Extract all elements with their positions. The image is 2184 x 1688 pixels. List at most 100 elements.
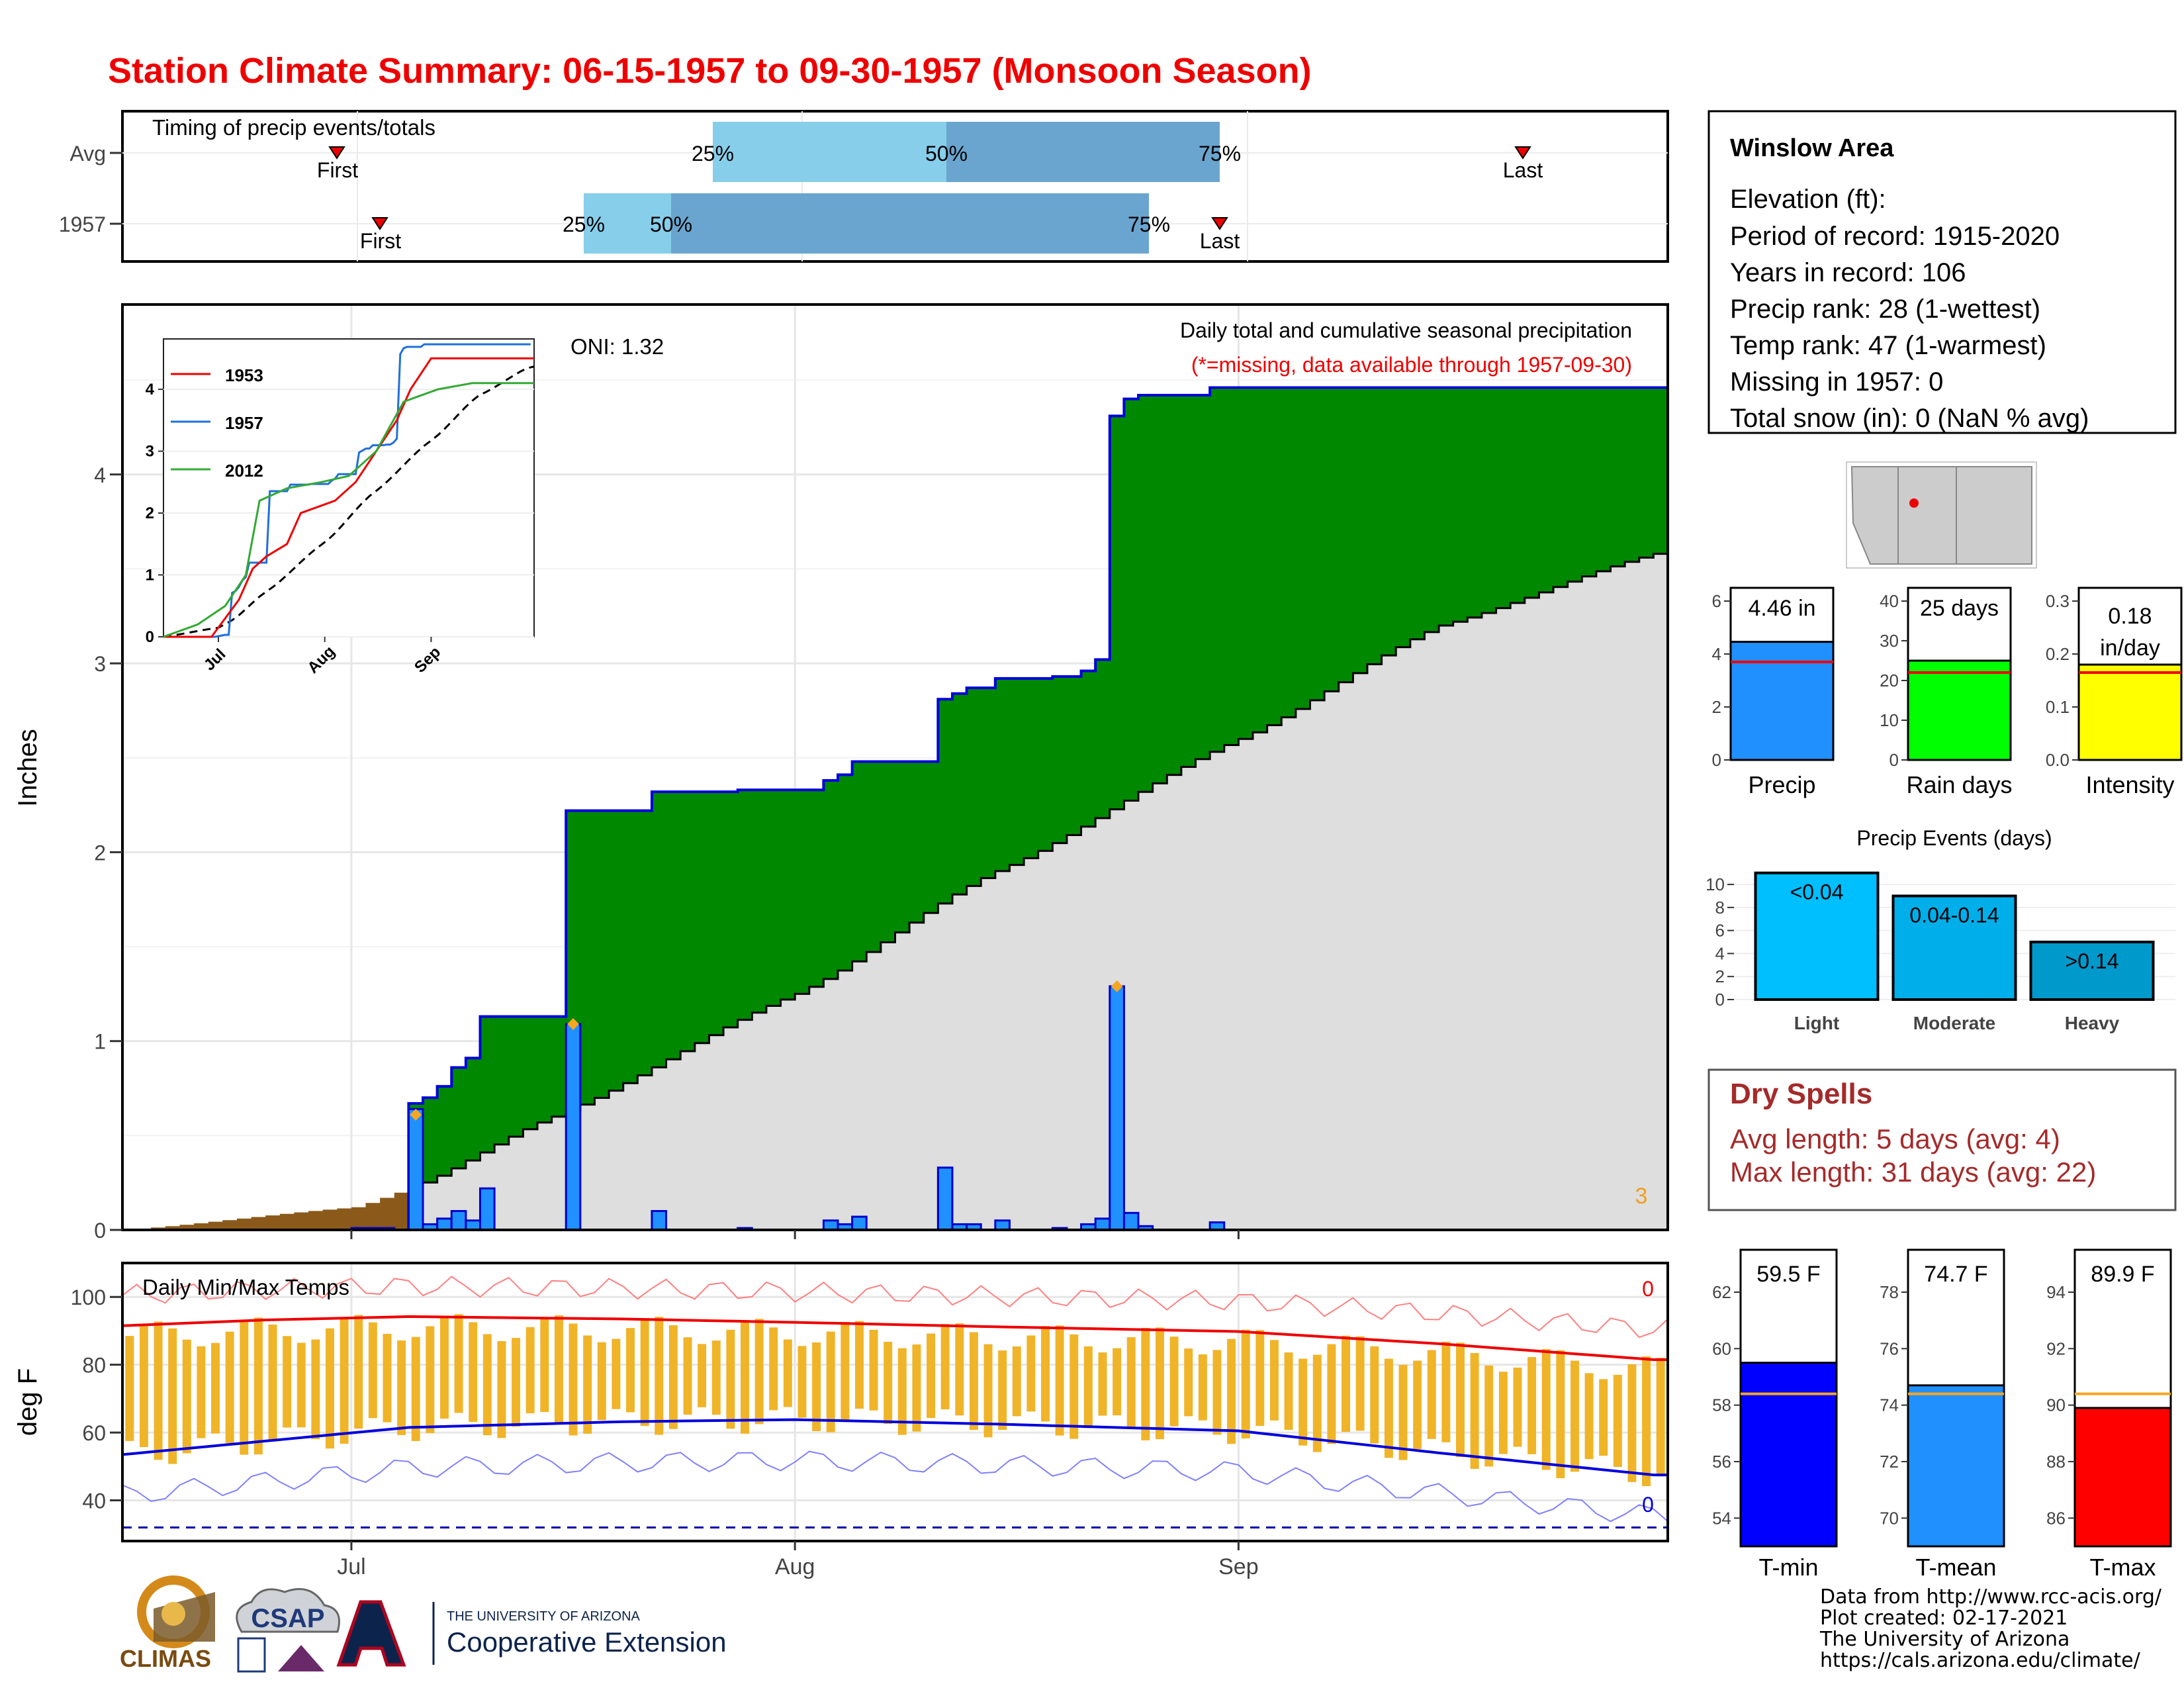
oni-label: ONI: 1.32 — [570, 334, 664, 359]
daily-temp-bar — [869, 1329, 878, 1411]
temp-plot — [122, 1276, 1668, 1529]
daily-precip-bar — [936, 1166, 954, 1231]
avg-first-marker — [328, 146, 345, 160]
daily-temp-bar — [927, 1333, 936, 1419]
daily-temp-bar — [1026, 1335, 1036, 1412]
events-title: Precip Events (days) — [1856, 826, 2052, 850]
y-tick-label: 2 — [94, 841, 106, 865]
daily-temp-bar — [1599, 1379, 1608, 1456]
avg-p75-label: 75% — [1199, 142, 1241, 165]
daily-temp-bar — [769, 1327, 778, 1411]
1957-last-label: Last — [1200, 229, 1240, 253]
summary-bar-name: Precip — [1748, 771, 1815, 798]
temp-bar-name: T-mean — [1915, 1554, 1996, 1581]
daily-temp-bar — [1413, 1360, 1422, 1450]
precip-y-axis: 0 1 2 3 4 — [94, 463, 1240, 1243]
daily-temp-bar — [1441, 1341, 1451, 1442]
csap-logo: CSAP — [236, 1588, 340, 1673]
precip-note-2: (*=missing, data available through 1957-… — [1191, 353, 1632, 377]
inset-legend-1957: 1957 — [225, 413, 263, 433]
1957-first-marker — [371, 217, 388, 230]
temp-bar-tick-label: 58 — [1712, 1395, 1731, 1415]
daily-precip-bar — [407, 1107, 424, 1231]
summary-bar-tick-label: 0.0 — [2046, 750, 2070, 770]
daily-temp-bar — [1484, 1365, 1494, 1467]
inset-y-tick-label: 3 — [146, 443, 154, 461]
timing-ylabel-1957: 1957 — [59, 212, 106, 236]
daily-temp-bar — [640, 1318, 649, 1427]
university-of-arizona-logo: THE UNIVERSITY OF ARIZONA Cooperative Ex… — [336, 1600, 727, 1667]
summary-bar-charts: 0 2 4 6 4.46 in Precip 0 10 20 30 40 25 days Rain da… — [1712, 586, 2183, 798]
daily-temp-bar — [655, 1317, 664, 1435]
precip-corner-count: 3 — [1635, 1184, 1648, 1209]
summary-bar-intensity: 0.0 0.1 0.2 0.3 0.18 in/day Intensity — [2046, 586, 2183, 798]
daily-temp-bar — [326, 1328, 334, 1449]
daily-temp-bar — [368, 1322, 377, 1419]
daily-temp-bar — [1155, 1327, 1164, 1440]
inset-1957-line — [163, 343, 531, 638]
daily-temp-bar — [1227, 1338, 1236, 1444]
daily-temp-bar — [983, 1344, 993, 1438]
daily-precip-bar — [565, 1023, 582, 1231]
inset-y-tick-label: 1 — [146, 567, 154, 585]
1957-first-label: First — [360, 229, 401, 253]
precip-events-chart: Precip Events (days) <0.04 Light 0.04-0.14… — [1706, 826, 2175, 1033]
events-tick-label: 10 — [1706, 874, 1725, 894]
daily-temp-bar — [240, 1320, 249, 1455]
info-temp-rank: Temp rank: 47 (1-warmest) — [1730, 331, 2046, 360]
events-tick-label: 6 — [1715, 921, 1725, 941]
summary-bar-name: Intensity — [2085, 771, 2174, 798]
timing-title: Timing of precip events/totals — [152, 115, 435, 140]
daily-temp-bar — [354, 1315, 363, 1429]
event-bar-label: 0.04-0.14 — [1909, 903, 1999, 927]
event-category-label: Heavy — [2065, 1013, 2120, 1033]
daily-temp-bar — [1269, 1340, 1279, 1421]
event-bar-label: <0.04 — [1790, 880, 1844, 904]
footer-credits: Data from http://www.rcc-acis.org/ Plot … — [1819, 1585, 2162, 1672]
daily-max-marker — [567, 1018, 580, 1031]
daily-temp-bar — [1141, 1327, 1150, 1440]
info-missing: Missing in 1957: 0 — [1730, 367, 1943, 397]
temp-bar-tick-label: 94 — [2046, 1282, 2066, 1302]
event-bar-light — [1754, 871, 1880, 1002]
daily-temp-bar — [1169, 1336, 1179, 1427]
temp-bar-name: T-max — [2089, 1554, 2156, 1581]
summary-bar-tick-label: 30 — [1880, 631, 1899, 651]
credit-plot-date: Plot created: 02-17-2021 — [1820, 1607, 2068, 1630]
temperature-bar-charts: 54 56 58 60 62 59.5 F T-min 70 72 74 76 78 74.7 F T-m… — [1712, 1248, 2172, 1581]
temp-bar-t-max: 86 88 90 92 94 89.9 F T-max — [2046, 1248, 2172, 1581]
precip-ylabel: Inches — [13, 729, 42, 807]
daily-temp-bar — [1098, 1352, 1107, 1416]
temp-bar-tick-label: 76 — [1880, 1338, 1899, 1358]
daily-precip-bar — [994, 1219, 1011, 1231]
daily-temp-bar — [1470, 1352, 1479, 1469]
1957-p50-label: 50% — [650, 212, 692, 236]
daily-temp-bar — [1513, 1367, 1522, 1447]
daily-temp-bar — [1355, 1336, 1365, 1431]
daily-precip-bar — [1109, 985, 1125, 1231]
daily-temp-bar — [1198, 1354, 1207, 1421]
avg-p50-label: 50% — [925, 142, 968, 165]
daily-temp-bar — [139, 1325, 148, 1448]
temp-bar-tick-label: 90 — [2046, 1395, 2066, 1415]
daily-temp-bar — [426, 1326, 435, 1433]
inset-legend-1953: 1953 — [225, 365, 263, 385]
record-high-line — [122, 1276, 1668, 1338]
1957-quartile-25-50 — [584, 193, 671, 254]
daily-precip-bar — [1094, 1217, 1111, 1231]
temp-bar-tick-label: 70 — [1880, 1508, 1899, 1528]
observed-cumulative-line — [407, 386, 1668, 1230]
summary-bar-value — [1907, 659, 2012, 761]
daily-temp-bar — [698, 1344, 707, 1407]
temp-bar-value — [2073, 1407, 2172, 1548]
daily-temp-bar — [998, 1350, 1007, 1430]
daily-temp-bar — [940, 1324, 950, 1410]
info-elevation: Elevation (ft): — [1730, 185, 1886, 214]
info-precip-rank: Precip rank: 28 (1-wettest) — [1730, 295, 2040, 324]
daily-temp-bar — [668, 1325, 678, 1429]
daily-temp-bar — [268, 1324, 277, 1441]
station-location-map — [1846, 461, 2037, 569]
daily-temp-bar — [1284, 1352, 1293, 1430]
